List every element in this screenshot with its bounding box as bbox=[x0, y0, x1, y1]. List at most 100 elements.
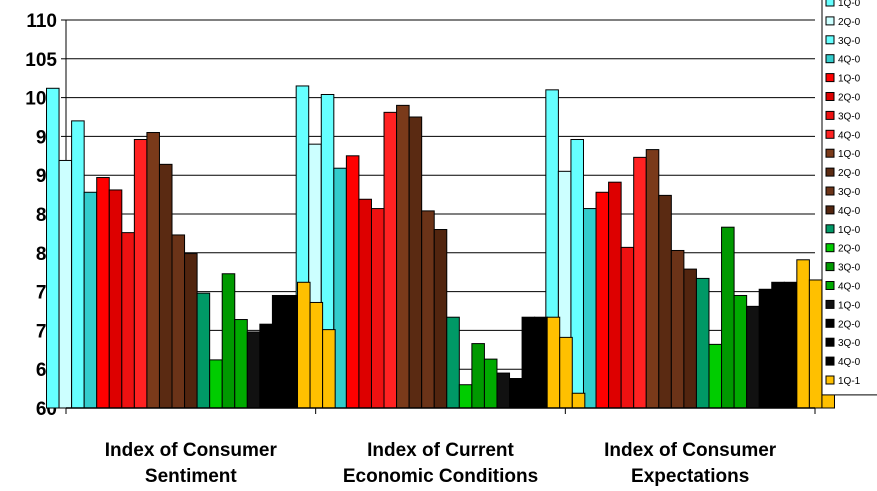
bar bbox=[234, 319, 248, 409]
x-category-label: Index of Consumer bbox=[604, 440, 777, 461]
bar bbox=[358, 198, 372, 409]
bar bbox=[96, 177, 110, 409]
bar bbox=[383, 111, 398, 409]
legend-label: 1Q-0 bbox=[838, 225, 861, 236]
y-tick-label: 110 bbox=[26, 11, 57, 32]
bar bbox=[83, 191, 98, 409]
legend-swatch bbox=[825, 375, 835, 385]
bar bbox=[582, 208, 597, 409]
bar bbox=[370, 208, 385, 409]
legend-box bbox=[821, 0, 877, 396]
bar bbox=[595, 191, 610, 409]
bar bbox=[322, 329, 336, 409]
legend-label: 4Q-0 bbox=[838, 206, 861, 217]
legend-swatch bbox=[825, 318, 835, 328]
bar bbox=[645, 149, 660, 409]
bar bbox=[333, 167, 347, 409]
legend-label: 1Q-0 bbox=[838, 300, 861, 311]
bar bbox=[546, 316, 561, 409]
bar bbox=[633, 156, 647, 409]
bar bbox=[46, 87, 60, 409]
bar bbox=[58, 159, 73, 409]
x-axis: Index of Consumer Sentiment Index of Curre… bbox=[65, 407, 816, 487]
x-category-label: Sentiment bbox=[145, 466, 238, 487]
legend-swatch bbox=[825, 92, 835, 101]
bar bbox=[733, 294, 748, 409]
legend-label: 2Q-0 bbox=[838, 244, 861, 255]
legend-label: 3Q-0 bbox=[838, 187, 861, 198]
bar bbox=[196, 292, 211, 409]
legend-swatch bbox=[825, 337, 835, 347]
bar bbox=[221, 273, 236, 409]
legend-swatch bbox=[825, 35, 835, 45]
bar bbox=[746, 305, 760, 409]
bar bbox=[758, 288, 773, 409]
legend-label: 3Q-0 bbox=[838, 111, 861, 122]
legend-label: 2Q-0 bbox=[838, 93, 861, 104]
bar bbox=[496, 372, 511, 409]
legend-swatch bbox=[825, 281, 835, 290]
legend-swatch bbox=[825, 148, 835, 158]
bar bbox=[396, 104, 410, 409]
legend-label: 4Q-0 bbox=[838, 282, 861, 293]
x-category-label: Index of Current bbox=[367, 440, 514, 461]
legend-label: 2Q-0 bbox=[838, 168, 861, 179]
bar bbox=[796, 259, 810, 409]
legend-label: 4Q-0 bbox=[838, 357, 861, 368]
legend-label: 3Q-0 bbox=[838, 263, 861, 274]
bar bbox=[571, 392, 586, 409]
bar bbox=[483, 358, 498, 409]
legend-swatch bbox=[825, 262, 835, 272]
bar bbox=[670, 249, 685, 409]
legend-swatch bbox=[825, 73, 835, 83]
bar bbox=[608, 181, 622, 409]
bar bbox=[683, 268, 697, 409]
legend-label: 2Q-0 bbox=[838, 17, 861, 28]
legend-swatch bbox=[825, 224, 835, 234]
bar bbox=[695, 277, 710, 409]
bar bbox=[570, 139, 584, 409]
bar bbox=[708, 343, 723, 409]
bar bbox=[721, 226, 735, 409]
bar bbox=[345, 155, 360, 409]
bar bbox=[559, 336, 573, 409]
legend-label: 2Q-0 bbox=[838, 319, 861, 330]
legend-label: 4Q-0 bbox=[838, 130, 861, 141]
bar bbox=[108, 189, 123, 409]
y-tick-label: 105 bbox=[25, 50, 57, 71]
bar bbox=[433, 229, 448, 409]
legend-label: 3Q-0 bbox=[838, 338, 861, 349]
bar bbox=[808, 279, 823, 409]
bar bbox=[521, 316, 536, 409]
legend-label: 1Q-0 bbox=[838, 74, 861, 85]
bar bbox=[471, 343, 485, 409]
bar bbox=[146, 132, 160, 409]
legend-swatch bbox=[825, 0, 835, 7]
bar bbox=[297, 281, 311, 409]
x-category-label: Economic Conditions bbox=[343, 466, 538, 487]
x-category-label: Expectations bbox=[631, 466, 749, 487]
bar bbox=[408, 116, 423, 409]
legend-label: 3Q-0 bbox=[838, 36, 861, 47]
bar bbox=[171, 234, 186, 409]
bar bbox=[658, 194, 672, 409]
bars bbox=[46, 85, 835, 409]
bar bbox=[133, 139, 148, 409]
legend-swatch bbox=[825, 299, 835, 309]
bar bbox=[158, 163, 173, 409]
bar bbox=[121, 232, 135, 409]
legend-swatch bbox=[825, 356, 835, 366]
bar bbox=[259, 323, 273, 409]
bar bbox=[783, 281, 798, 409]
x-category-label: Index of Consumer bbox=[105, 440, 278, 461]
bar bbox=[271, 294, 286, 409]
legend-swatch bbox=[825, 186, 835, 196]
legend-label: 1Q-0 bbox=[838, 149, 861, 160]
legend-swatch bbox=[825, 16, 835, 26]
bar bbox=[309, 301, 324, 409]
legend-label: 4Q-0 bbox=[838, 55, 861, 66]
bar bbox=[458, 384, 473, 409]
legend-swatch bbox=[825, 54, 835, 64]
legend-swatch bbox=[825, 243, 835, 253]
legend-label: 1Q-1 bbox=[838, 376, 861, 387]
